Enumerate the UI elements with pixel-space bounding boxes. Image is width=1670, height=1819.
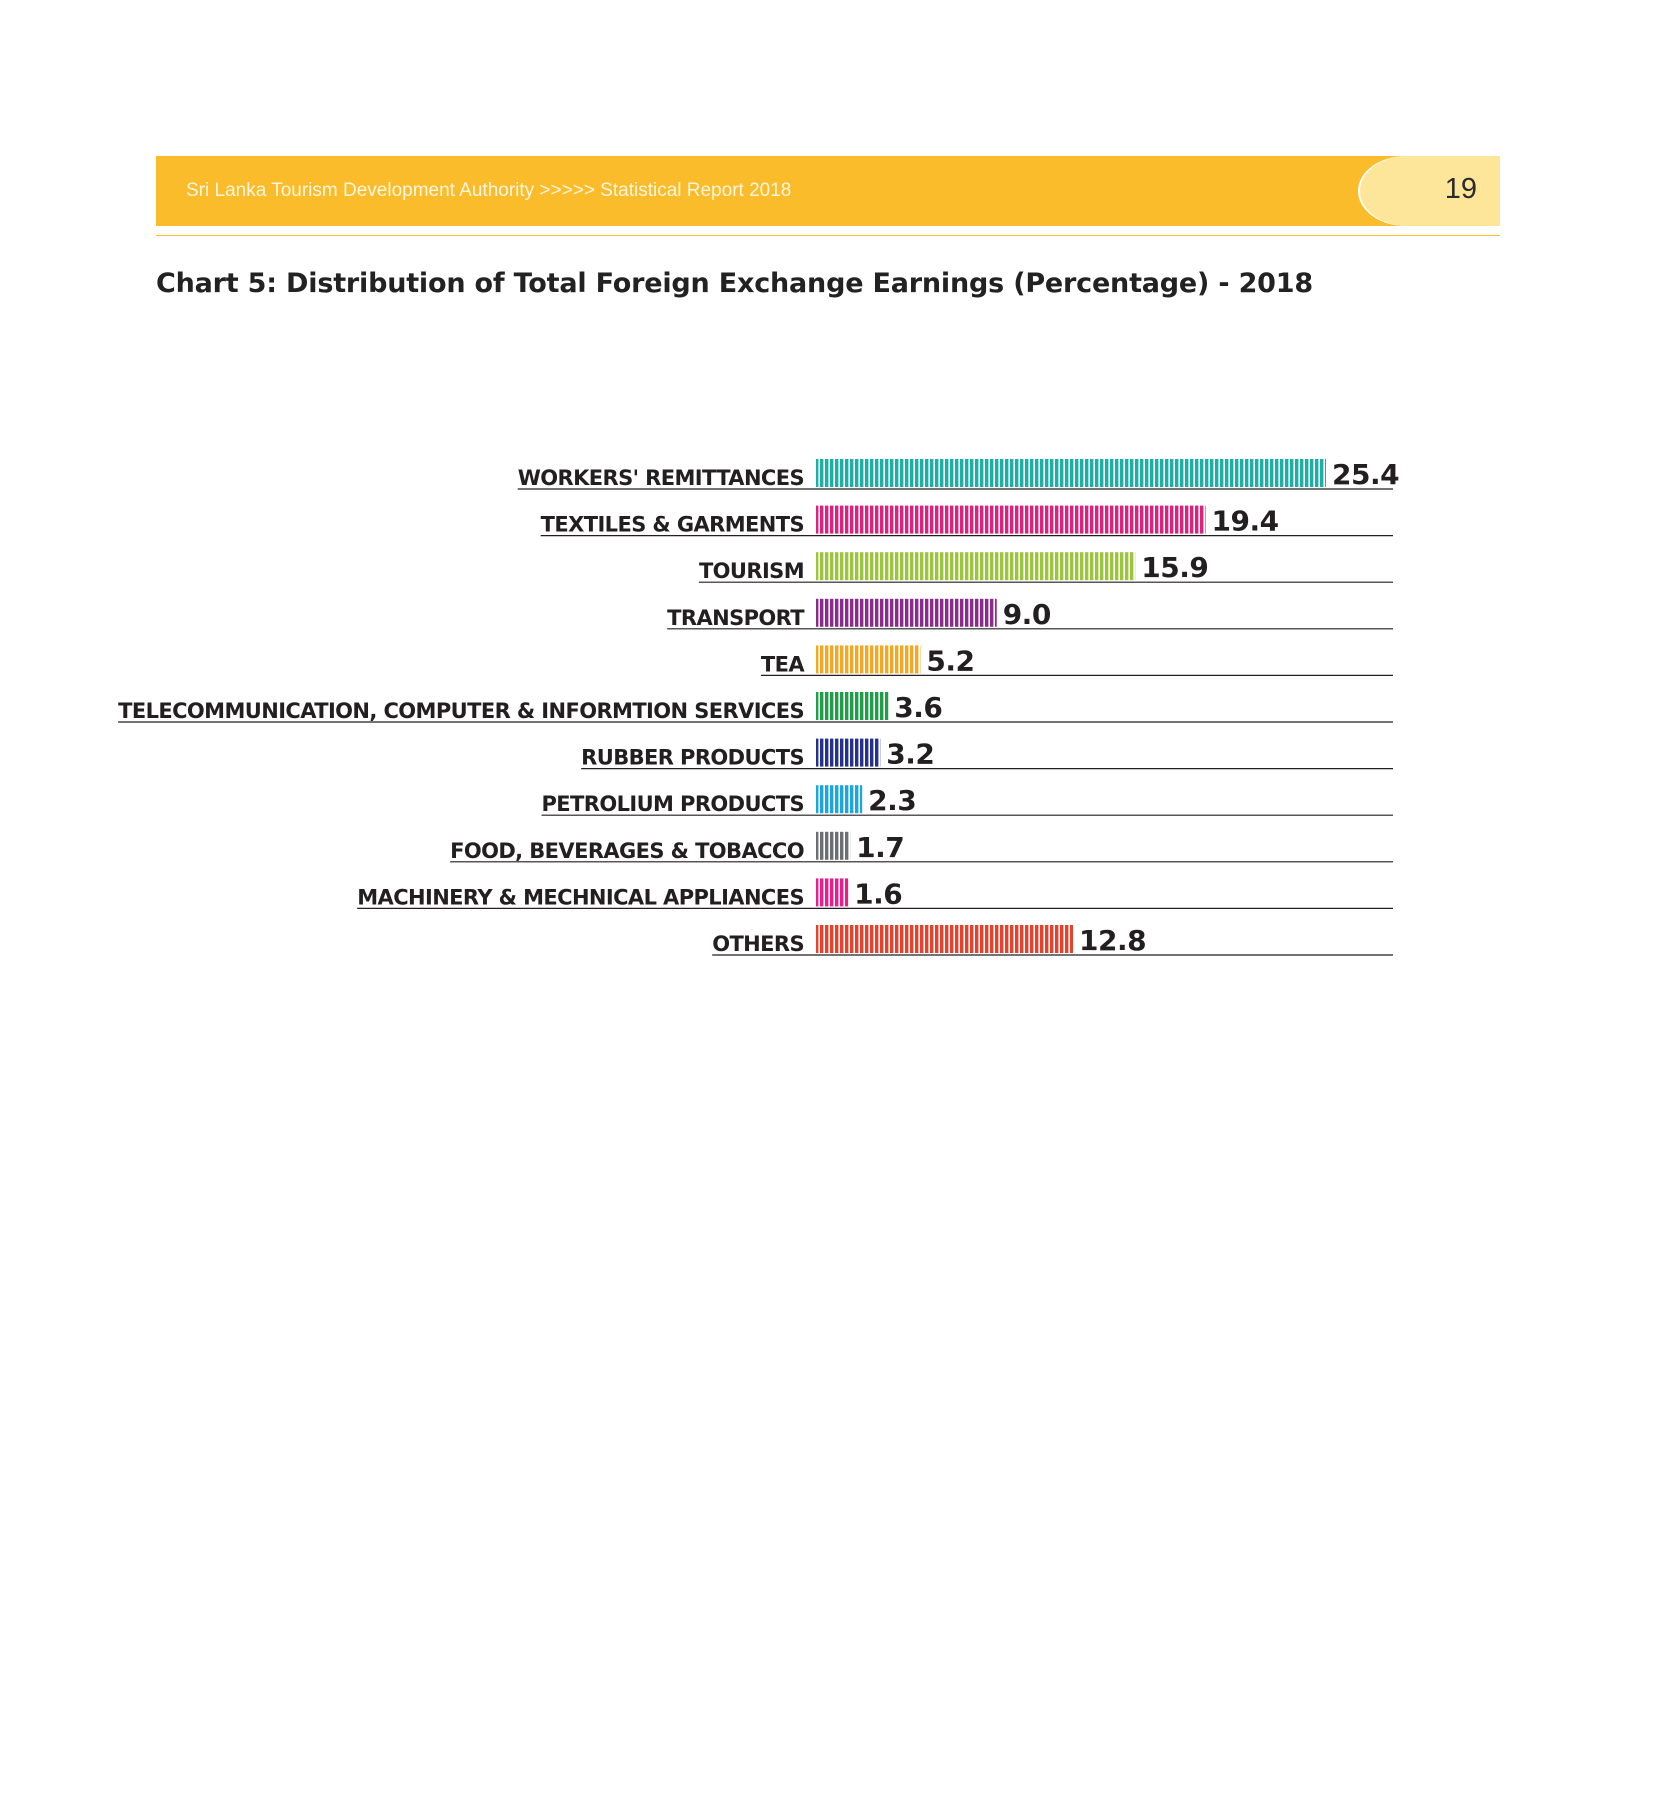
- bar: [816, 738, 881, 767]
- bar: [816, 459, 1326, 487]
- category-label: TOURISM: [699, 559, 804, 583]
- bar: [816, 692, 889, 720]
- value-label: 19.4: [1212, 505, 1279, 538]
- category-label: OTHERS: [712, 932, 804, 956]
- bar-row: TRANSPORT 9.0: [667, 598, 1393, 631]
- value-label: 3.2: [886, 738, 934, 771]
- header-text: Sri Lanka Tourism Development Authority …: [186, 180, 792, 201]
- bar-row: TEXTILES & GARMENTS 19.4: [540, 505, 1393, 538]
- chart-title: Chart 5: Distribution of Total Foreign E…: [156, 268, 1313, 299]
- category-label: FOOD, BEVERAGES & TOBACCO: [450, 839, 804, 863]
- category-label: TEXTILES & GARMENTS: [541, 513, 804, 537]
- bar: [816, 598, 997, 627]
- category-label: WORKERS' REMITTANCES: [518, 466, 804, 490]
- bar-row: RUBBER PRODUCTS 3.2: [581, 738, 1393, 771]
- category-label: TRANSPORT: [667, 606, 805, 630]
- bar-row: TEA 5.2: [760, 644, 1393, 677]
- bar-row: OTHERS 12.8: [712, 924, 1393, 957]
- header-rule: [156, 235, 1500, 236]
- bar-chart: WORKERS' REMITTANCES 25.4 TEXTILES & GARME…: [118, 458, 1400, 957]
- value-label: 9.0: [1003, 598, 1051, 631]
- bar-row: WORKERS' REMITTANCES 25.4: [517, 458, 1400, 491]
- bar: [816, 925, 1074, 953]
- category-label: TELECOMMUNICATION, COMPUTER & INFORMTION…: [118, 699, 804, 723]
- value-label: 1.6: [854, 877, 902, 910]
- bar: [816, 505, 1206, 534]
- category-label: MACHINERY & MECHNICAL APPLIANCES: [357, 885, 804, 909]
- bar-row: PETROLIUM PRODUCTS 2.3: [541, 784, 1393, 817]
- category-label: PETROLIUM PRODUCTS: [542, 792, 805, 816]
- value-label: 1.7: [856, 831, 904, 864]
- bar-row: MACHINERY & MECHNICAL APPLIANCES 1.6: [357, 877, 1393, 910]
- page-number: 19: [1444, 173, 1477, 205]
- bar: [816, 831, 851, 860]
- value-label: 15.9: [1141, 551, 1208, 584]
- bar: [816, 785, 863, 814]
- bar: [816, 878, 849, 907]
- category-label: RUBBER PRODUCTS: [581, 746, 804, 770]
- value-label: 5.2: [926, 644, 974, 677]
- page-number-tab: 19: [1360, 156, 1500, 226]
- bar-row: FOOD, BEVERAGES & TOBACCO 1.7: [450, 831, 1393, 864]
- value-label: 12.8: [1079, 924, 1146, 957]
- category-label: TEA: [761, 652, 805, 676]
- value-label: 3.6: [894, 691, 942, 724]
- header-band: Sri Lanka Tourism Development Authority …: [156, 156, 1500, 226]
- bar-row: TOURISM 15.9: [698, 551, 1393, 584]
- value-label: 2.3: [868, 784, 916, 817]
- bar-row: TELECOMMUNICATION, COMPUTER & INFORMTION…: [118, 691, 1393, 724]
- value-label: 25.4: [1332, 458, 1399, 491]
- bar: [816, 645, 921, 674]
- bar: [816, 552, 1136, 581]
